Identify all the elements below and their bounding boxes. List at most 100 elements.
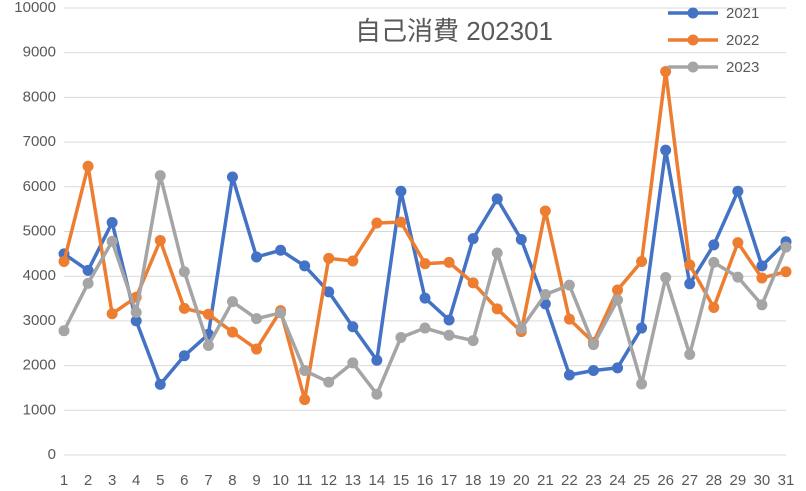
x-tick-label: 24: [609, 472, 626, 489]
data-point: [395, 331, 407, 343]
data-point: [106, 235, 118, 247]
x-tick-label: 15: [393, 472, 410, 489]
data-point: [347, 321, 359, 333]
data-point: [684, 259, 696, 271]
data-point: [371, 388, 383, 400]
y-tick-label: 2000: [23, 357, 56, 374]
y-tick-label: 9000: [23, 44, 56, 61]
data-point: [251, 343, 263, 355]
chart-title: 自己消費 202301: [355, 16, 553, 46]
data-point: [275, 307, 287, 319]
legend-marker: [687, 61, 699, 73]
x-tick-label: 31: [778, 472, 795, 489]
x-tick-label: 2: [84, 472, 92, 489]
data-point: [563, 279, 575, 291]
x-tick-label: 22: [561, 472, 578, 489]
data-point: [732, 271, 744, 283]
data-point: [178, 302, 190, 314]
x-tick-label: 30: [754, 472, 771, 489]
data-point: [226, 326, 238, 338]
data-point: [467, 277, 479, 289]
data-point: [515, 234, 527, 246]
x-tick-label: 16: [417, 472, 434, 489]
data-point: [251, 313, 263, 325]
data-point: [563, 313, 575, 325]
data-point: [636, 255, 648, 267]
data-point: [154, 378, 166, 390]
x-tick-label: 5: [156, 472, 164, 489]
data-point: [491, 193, 503, 205]
x-tick-label: 7: [204, 472, 212, 489]
data-point: [130, 306, 142, 318]
data-point: [323, 376, 335, 388]
data-point: [563, 369, 575, 381]
x-tick-label: 3: [108, 472, 116, 489]
x-tick-label: 11: [297, 472, 313, 489]
data-point: [251, 251, 263, 263]
data-point: [467, 335, 479, 347]
data-point: [419, 292, 431, 304]
x-tick-label: 17: [441, 472, 458, 489]
x-tick-label: 9: [252, 472, 260, 489]
data-point: [539, 205, 551, 217]
data-point: [684, 278, 696, 290]
x-tick-label: 28: [705, 472, 722, 489]
data-point: [467, 233, 479, 245]
data-point: [323, 286, 335, 298]
data-point: [371, 217, 383, 229]
legend-label: 2022: [726, 32, 759, 49]
data-point: [371, 354, 383, 366]
data-point: [130, 315, 142, 327]
data-point: [443, 256, 455, 268]
data-point: [660, 272, 672, 284]
data-point: [515, 322, 527, 334]
x-tick-label: 4: [132, 472, 140, 489]
data-point: [82, 264, 94, 276]
x-tick-label: 14: [369, 472, 386, 489]
x-tick-label: 29: [730, 472, 747, 489]
x-tick-label: 19: [489, 472, 506, 489]
x-tick-label: 8: [228, 472, 236, 489]
x-tick-label: 6: [180, 472, 188, 489]
data-point: [299, 394, 311, 406]
data-point: [708, 301, 720, 313]
data-point: [587, 339, 599, 351]
data-point: [106, 308, 118, 320]
legend-marker: [687, 7, 699, 19]
data-point: [660, 144, 672, 156]
data-point: [82, 160, 94, 172]
data-point: [226, 296, 238, 308]
data-point: [178, 266, 190, 278]
data-point: [756, 299, 768, 311]
data-point: [756, 272, 768, 284]
data-point: [708, 256, 720, 268]
data-point: [106, 217, 118, 229]
data-point: [154, 234, 166, 246]
data-point: [780, 266, 792, 278]
y-tick-label: 7000: [23, 133, 56, 150]
y-tick-label: 3000: [23, 312, 56, 329]
data-point: [732, 185, 744, 197]
y-tick-label: 4000: [23, 267, 56, 284]
x-tick-label: 26: [657, 472, 674, 489]
data-point: [154, 170, 166, 182]
data-point: [178, 350, 190, 362]
data-point: [491, 303, 503, 315]
data-point: [275, 244, 287, 256]
x-tick-label: 10: [272, 472, 289, 489]
data-point: [539, 289, 551, 301]
data-point: [612, 362, 624, 374]
data-point: [58, 325, 70, 337]
series-line: [62, 69, 787, 402]
legend-marker: [687, 34, 699, 46]
data-point: [587, 365, 599, 377]
data-point: [299, 260, 311, 272]
data-point: [299, 365, 311, 377]
data-point: [419, 258, 431, 270]
data-point: [443, 314, 455, 326]
data-point: [347, 357, 359, 369]
x-tick-label: 1: [60, 472, 68, 489]
legend-label: 2021: [726, 5, 759, 22]
y-tick-label: 6000: [23, 178, 56, 195]
